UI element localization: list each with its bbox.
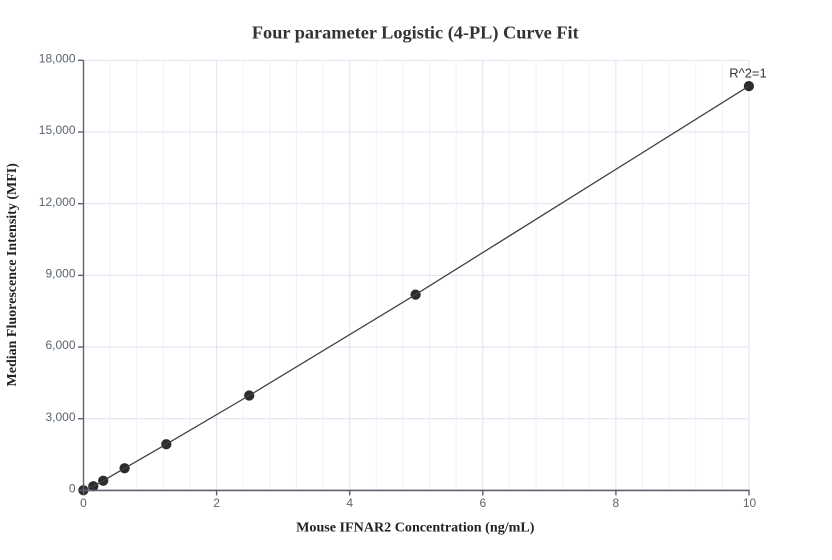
svg-text:Mouse IFNAR2 Concentration (ng: Mouse IFNAR2 Concentration (ng/mL) [296, 519, 535, 535]
svg-text:8: 8 [613, 496, 620, 510]
svg-text:10: 10 [743, 496, 757, 510]
svg-text:15,000: 15,000 [39, 123, 76, 137]
svg-text:3,000: 3,000 [45, 410, 75, 424]
svg-text:6: 6 [479, 496, 486, 510]
svg-text:4: 4 [346, 496, 353, 510]
svg-text:Median Fluorescence Intensity: Median Fluorescence Intensity (MFI) [5, 163, 20, 387]
svg-text:Four parameter Logistic (4-PL): Four parameter Logistic (4-PL) Curve Fit [252, 23, 579, 44]
svg-text:18,000: 18,000 [39, 51, 76, 65]
svg-text:9,000: 9,000 [45, 266, 75, 280]
svg-text:12,000: 12,000 [39, 195, 76, 209]
svg-text:6,000: 6,000 [45, 338, 75, 352]
svg-text:0: 0 [80, 496, 87, 510]
svg-text:R^2=1: R^2=1 [729, 66, 767, 81]
svg-text:2: 2 [213, 496, 220, 510]
svg-text:0: 0 [69, 482, 76, 496]
